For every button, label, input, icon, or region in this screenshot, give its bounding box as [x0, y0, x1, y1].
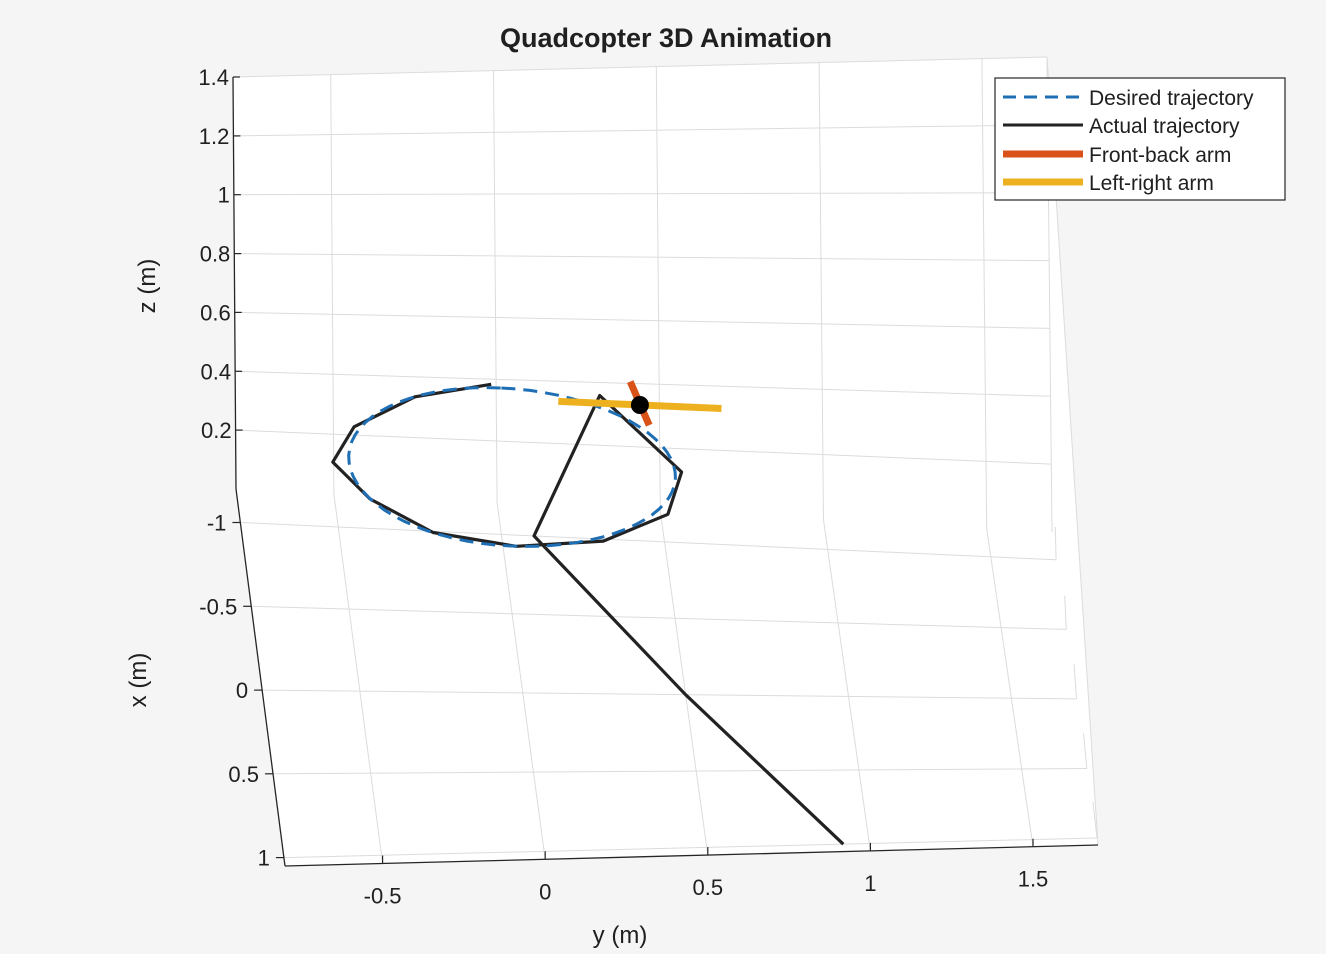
floor-grid-x-1: [251, 605, 1067, 630]
grid-lines: [232, 56, 1099, 864]
back-wall-plane: [233, 57, 1052, 532]
back-wall-grid-y-3: [818, 62, 824, 521]
floor-grid-y-3: [823, 519, 871, 851]
y-tick-label-0: -0.5: [364, 884, 402, 909]
legend-entry-left-right-arm: Left-right arm: [1089, 172, 1214, 195]
z-tick-label-0: 0.2: [201, 418, 232, 443]
z-axis-label: z (m): [134, 259, 161, 314]
x-tick-label-3: 0.5: [228, 762, 259, 787]
back-wall-grid-z-6: [232, 56, 1048, 78]
legend-entry-front-back-arm: Front-back arm: [1089, 144, 1231, 167]
side-wall-grid-x-3: [1083, 733, 1088, 769]
z-tick-label-2: 0.6: [200, 300, 231, 325]
z-tick-label-6: 1.4: [198, 65, 229, 90]
tick-labels: 0.2 0.4 0.6 0.8 1 1.2 1.4 -1 -0.5 0 0.5 1 -0.5 0 0.5 1 1…: [198, 65, 1048, 909]
y-tick-label-4: 1.5: [1018, 867, 1049, 892]
floor-grid-y-2: [659, 511, 709, 856]
back-wall-grid-y-4: [981, 58, 988, 529]
floor-grid-y-4: [986, 528, 1034, 847]
floor-grid-x-4: [283, 837, 1098, 859]
x-axis-line: [235, 488, 286, 867]
floor-grid-x-0: [240, 522, 1057, 561]
z-tick-label-4: 1: [218, 183, 230, 208]
y-tick-label-2: 0.5: [693, 875, 724, 900]
y-tick-label-1: 0: [539, 879, 551, 904]
floor-grid-y-1: [496, 502, 546, 860]
z-tick-label-5: 1.2: [199, 124, 230, 149]
chart-title: Quadcopter 3D Animation: [500, 23, 832, 53]
side-wall-grid-x-4: [1092, 801, 1098, 839]
legend-entry-desired: Desired trajectory: [1089, 87, 1254, 110]
z-tick-label-3: 0.8: [200, 242, 231, 267]
z-axis-line: [232, 76, 237, 490]
x-tick-label-4: 1: [258, 846, 270, 871]
z-tick-label-1: 0.4: [201, 359, 232, 384]
quadcopter-center: [630, 396, 649, 414]
y-axis-line: [284, 844, 1099, 867]
back-wall-grid-z-0: [235, 429, 1052, 465]
back-wall-grid-y-0: [330, 74, 335, 495]
back-wall-grid-z-3: [234, 253, 1050, 262]
legend: Desired trajectory Actual trajectory Fro…: [994, 77, 1286, 201]
floor-grid-x-2: [262, 689, 1077, 700]
back-wall-grid-z-1: [235, 370, 1051, 397]
back-wall-grid-y-1: [493, 70, 498, 503]
x-tick-label-1: -0.5: [199, 594, 237, 619]
floor-grid-y-0: [333, 494, 384, 864]
floor-grid-x-3: [272, 768, 1087, 775]
trajectory-series: [331, 382, 845, 846]
desired-trajectory-line: [347, 386, 677, 548]
back-wall-grid-y-2: [655, 66, 661, 512]
y-axis-label: y (m): [593, 922, 648, 949]
side-wall-grid-x-0: [1054, 526, 1057, 560]
axis-lines: [232, 76, 1099, 867]
x-axis-label: x (m): [125, 653, 152, 708]
x-tick-label-0: -1: [207, 511, 227, 536]
side-wall-grid-x-2: [1073, 664, 1077, 699]
back-wall-grid-z-2: [234, 311, 1050, 329]
back-wall-grid-z-5: [233, 124, 1048, 137]
quadcopter-body: [558, 380, 722, 427]
side-wall-grid-x-1: [1064, 595, 1067, 630]
x-tick-label-2: 0: [236, 678, 248, 703]
y-tick-label-3: 1: [864, 871, 876, 896]
legend-entry-actual: Actual trajectory: [1089, 115, 1240, 138]
back-wall-grid-z-4: [233, 192, 1049, 196]
